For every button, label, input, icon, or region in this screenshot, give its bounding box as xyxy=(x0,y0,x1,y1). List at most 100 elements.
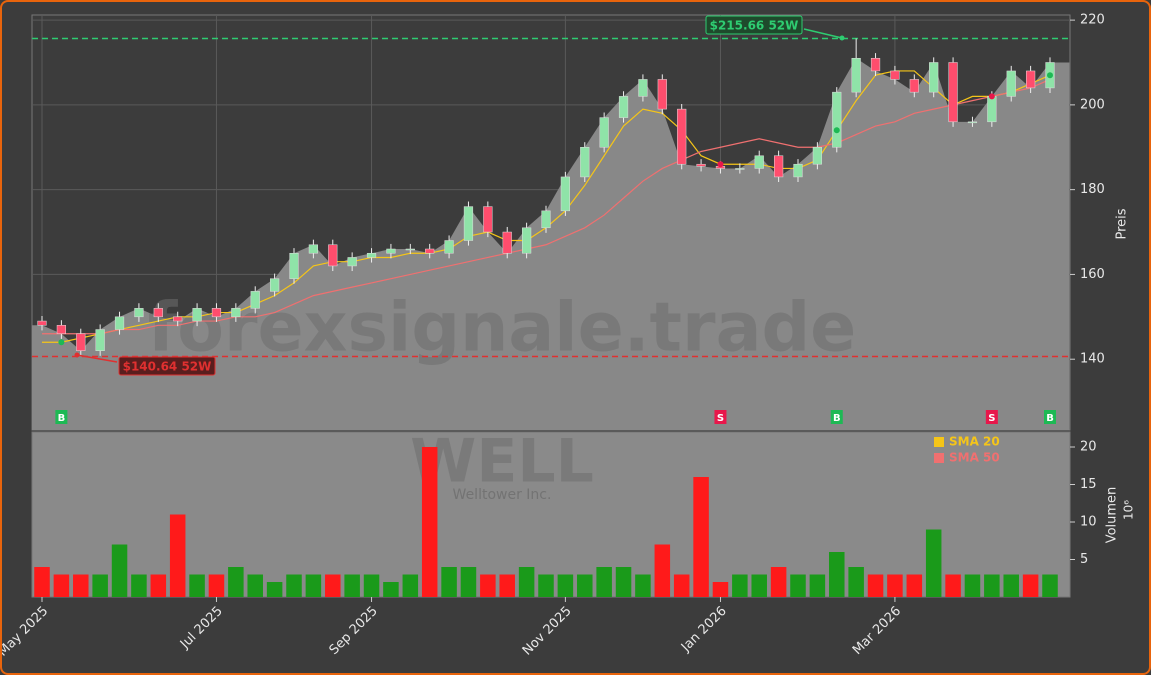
candle-body xyxy=(599,117,609,148)
signal-box xyxy=(55,410,68,424)
x-tick-label: Jul 2025 xyxy=(177,604,226,653)
candle-body xyxy=(735,168,745,170)
volume-bar xyxy=(712,582,729,597)
candle-body xyxy=(95,329,105,351)
company: Welltower Inc. xyxy=(453,487,552,503)
sma-line xyxy=(42,78,1051,335)
volume-bar xyxy=(344,574,360,597)
signal-dot xyxy=(1047,72,1053,79)
annotation-arrowhead xyxy=(74,352,80,358)
candle-body xyxy=(173,316,183,322)
candle-body xyxy=(560,176,570,212)
volume-bar xyxy=(635,574,651,597)
signal-label: S xyxy=(988,413,995,424)
volume-bar xyxy=(1022,574,1039,597)
signal-label: B xyxy=(1046,413,1054,424)
y-tick-label: 140 xyxy=(1080,352,1105,367)
volume-bar xyxy=(325,574,341,597)
price-area xyxy=(32,58,1070,430)
candle-body xyxy=(987,96,997,123)
candle-body xyxy=(929,62,939,93)
candle-body xyxy=(580,147,590,178)
y-tick-label: 220 xyxy=(1080,13,1105,28)
legend-swatch xyxy=(934,453,944,463)
candle-body xyxy=(618,96,629,118)
y-tick-label: 160 xyxy=(1080,267,1105,282)
volume-bar xyxy=(654,544,671,597)
candle-body xyxy=(754,155,764,169)
candle-body xyxy=(638,79,648,97)
annotation-label: $215.66 52W xyxy=(710,19,799,33)
candle-body xyxy=(1006,70,1016,97)
volume-bar xyxy=(1042,574,1058,597)
volume-bar xyxy=(829,552,845,597)
candle-body xyxy=(463,206,474,241)
candle-body xyxy=(812,147,822,165)
volume-bar xyxy=(480,574,496,597)
volume-bar xyxy=(596,567,612,597)
volume-bar xyxy=(538,574,554,597)
candle-body xyxy=(37,320,47,326)
signal-box xyxy=(830,410,843,424)
volume-bar xyxy=(208,574,225,597)
x-tick-label: Sep 2025 xyxy=(327,604,381,658)
x-tick-label: Nov 2025 xyxy=(520,604,575,659)
legend-label: SMA 20 xyxy=(949,435,1000,449)
volume-bar xyxy=(363,574,380,597)
signal-box xyxy=(714,410,727,424)
candle-body xyxy=(192,308,202,322)
y2-tick-label: 15 xyxy=(1080,477,1097,492)
y-tick-label: 180 xyxy=(1080,182,1105,197)
annotation-box xyxy=(118,356,216,376)
candle-body xyxy=(366,252,377,258)
volume-bar xyxy=(460,567,477,597)
ticker: WELL xyxy=(410,427,594,497)
candle-body xyxy=(948,62,958,123)
volume-bar xyxy=(887,574,903,597)
volume-bar xyxy=(867,574,884,597)
signal-dot xyxy=(833,127,840,134)
volume-bar xyxy=(150,574,167,597)
candle-body xyxy=(774,155,784,178)
signal-dot xyxy=(58,339,65,346)
volume-bar xyxy=(945,574,961,597)
annotation-arrowhead xyxy=(839,35,845,41)
y-axis-label: Preis xyxy=(1115,208,1130,239)
volume-bar xyxy=(732,574,748,597)
volume-bar xyxy=(557,574,574,597)
candle-body xyxy=(425,248,435,254)
candle-body xyxy=(483,206,493,233)
candle-body xyxy=(153,308,163,318)
volume-bar xyxy=(131,574,147,597)
volume-bar xyxy=(925,529,942,597)
legend-swatch xyxy=(934,437,944,447)
candle-body xyxy=(870,57,881,72)
y2-tick-label: 5 xyxy=(1080,552,1088,567)
candle-body xyxy=(231,308,241,318)
volume-bar xyxy=(906,574,923,597)
candle-body xyxy=(386,248,396,254)
volume-bar xyxy=(111,544,128,597)
volume-bar xyxy=(673,574,690,597)
volume-bar xyxy=(53,574,70,597)
annotation-label: $140.64 52W xyxy=(123,360,212,374)
x-tick-label: Mar 2026 xyxy=(850,604,904,658)
candle-body xyxy=(1026,70,1036,89)
candle-body xyxy=(444,240,454,254)
annotation-box xyxy=(705,15,803,35)
candle-body xyxy=(56,325,66,335)
signal-label: B xyxy=(833,413,841,424)
volume-bar xyxy=(266,582,283,597)
volume-bar xyxy=(305,574,322,597)
candle-body xyxy=(522,227,532,254)
candle-body xyxy=(76,333,86,351)
volume-bar xyxy=(1003,574,1019,597)
volume-bar xyxy=(402,574,419,597)
candle-body xyxy=(909,79,919,93)
candle-body xyxy=(328,244,338,267)
candle-body xyxy=(677,108,687,165)
candle-body xyxy=(832,91,842,148)
y2-axis-unit: 10⁶ xyxy=(1122,500,1136,520)
signal-box xyxy=(1044,410,1056,424)
x-tick-label: Jan 2026 xyxy=(678,604,730,656)
